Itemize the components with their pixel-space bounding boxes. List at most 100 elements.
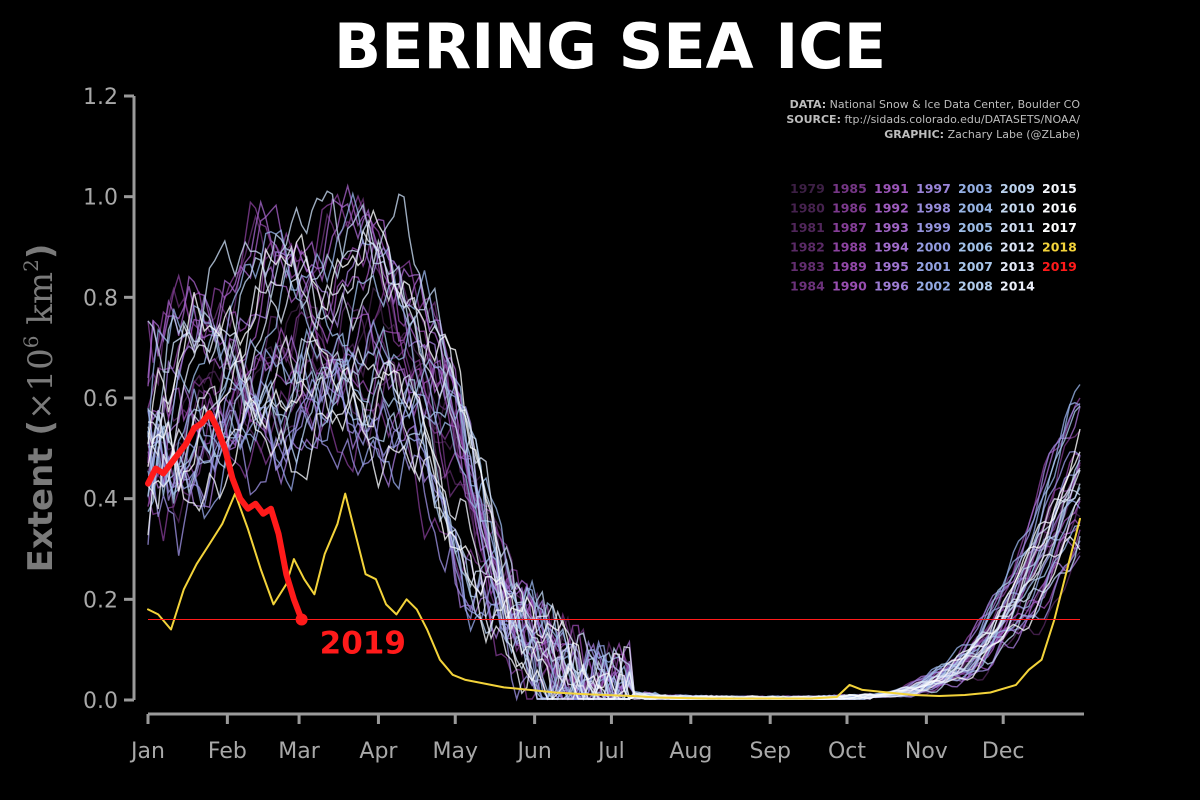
source-line: DATA: National Snow & Ice Data Center, B… [790,98,1081,111]
x-tick-label: Aug [669,739,712,764]
axes: 0.0 0.2 0.4 0.6 0.8 1.0 1.2 Jan Feb Mar Apr May Jun J… [83,85,1084,764]
y-axis-label: Extent (×106 km2) [19,244,61,573]
y-axis-label-exp: 6 [19,336,43,349]
legend-item-2018: 2018 [1042,240,1077,255]
historical-line-1989 [147,318,1081,700]
legend-item-1989: 1989 [832,259,867,274]
legend-item-1985: 1985 [832,181,867,196]
legend-item-2019: 2019 [1042,259,1077,274]
y-tick-label: 0.6 [83,387,118,412]
legend-item-2004: 2004 [958,201,993,216]
x-tick-label: May [433,739,478,764]
y-tick-label: 0.4 [83,488,118,513]
historical-line-2017 [147,330,1081,700]
legend-item-2005: 2005 [958,220,993,235]
annotation-label: 2019 [320,625,406,661]
historical-line-2006 [147,325,1081,701]
y-tick-label: 0.0 [83,689,118,714]
historical-line-1984 [147,330,1081,701]
x-tick-label: Dec [982,739,1025,764]
historical-line-1996 [147,238,1081,700]
legend-item-2012: 2012 [1000,240,1035,255]
historical-line-2011 [147,337,1081,700]
legend-item-1999: 1999 [916,220,951,235]
chart-title: BERING SEA ICE [334,10,886,83]
legend-item-2001: 2001 [916,259,951,274]
legend-item-1996: 1996 [874,279,909,294]
y-axis-label-post: ) [21,244,61,260]
x-tick-label: Jun [515,739,551,764]
legend-item-2011: 2011 [1000,220,1035,235]
historical-lines [147,183,1081,702]
legend-item-1994: 1994 [874,240,909,255]
legend-item-2017: 2017 [1042,220,1077,235]
x-tick-label: Jul [596,739,625,764]
legend-item-2008: 2008 [958,279,993,294]
y-axis-label-times: × [21,392,61,421]
x-tick-label: Apr [359,739,398,764]
source-line-label: GRAPHIC: [884,128,944,141]
historical-line-2016 [147,208,1081,700]
historical-line-2015 [147,390,1081,701]
historical-line-1980 [147,289,1081,701]
source-line-label: DATA: [790,98,827,111]
legend-item-2013: 2013 [1000,259,1035,274]
legend-item-2015: 2015 [1042,181,1077,196]
legend-item-1990: 1990 [832,279,867,294]
x-tick-label: Sep [749,739,790,764]
legend-item-1983: 1983 [790,259,825,274]
legend-item-1987: 1987 [832,220,867,235]
legend-item-1980: 1980 [790,201,825,216]
legend-item-2003: 2003 [958,181,993,196]
legend-item-2006: 2006 [958,240,993,255]
legend-item-1982: 1982 [790,240,825,255]
historical-line-1982 [147,301,1081,700]
legend-item-1984: 1984 [790,279,825,294]
legend-item-1986: 1986 [832,201,867,216]
legend-item-1992: 1992 [874,201,909,216]
source-line-text: Zachary Labe (@ZLabe) [944,128,1080,141]
legend-item-1981: 1981 [790,220,825,235]
legend: 1979 1980 1981 1982 1983 1984 1985 1986 1987 1988… [790,181,1077,294]
x-tick-label: Feb [208,739,247,764]
historical-line-2014 [147,334,1081,700]
source-line-label: SOURCE: [786,113,841,126]
legend-item-2007: 2007 [958,259,993,274]
historical-line-1994 [147,304,1081,700]
legend-item-2016: 2016 [1042,201,1077,216]
y-axis-label-pre: Extent ( [21,420,61,572]
y-tick-label: 1.2 [83,85,118,110]
historical-line-2001 [147,383,1081,700]
legend-item-2000: 2000 [916,240,951,255]
legend-item-1988: 1988 [832,240,867,255]
x-tick-label: Mar [278,739,320,764]
y-axis-label-unit-exp: 2 [19,259,43,272]
legend-item-2002: 2002 [916,279,951,294]
historical-line-2012 [147,238,1081,701]
historical-line-1995 [147,385,1081,700]
series-line-2019 [145,410,305,623]
historical-line-1991 [147,243,1081,701]
legend-item-1979: 1979 [790,181,825,196]
y-tick-label: 0.2 [83,588,118,613]
source-line-text: ftp://sidads.colorado.edu/DATASETS/NOAA/ [841,113,1080,126]
legend-item-1998: 1998 [916,201,951,216]
legend-item-2010: 2010 [1000,201,1035,216]
historical-line-1990 [147,313,1081,700]
x-tick-label: Nov [905,739,948,764]
legend-item-1995: 1995 [874,259,909,274]
historical-line-2002 [147,318,1081,700]
y-axis-label-unit: km [21,272,61,336]
y-axis-label-base: 10 [21,348,61,391]
legend-item-2014: 2014 [1000,279,1035,294]
y-tick-label: 0.8 [83,286,118,311]
legend-item-2009: 2009 [1000,181,1035,196]
annotation-group: 2019 [320,625,406,661]
source-line: GRAPHIC: Zachary Labe (@ZLabe) [884,128,1080,141]
historical-line-1985 [147,289,1081,700]
legend-item-1997: 1997 [916,181,951,196]
source-line: SOURCE: ftp://sidads.colorado.edu/DATASE… [786,113,1080,126]
series-line-2018 [147,492,1081,700]
x-tick-label: Oct [828,739,866,764]
